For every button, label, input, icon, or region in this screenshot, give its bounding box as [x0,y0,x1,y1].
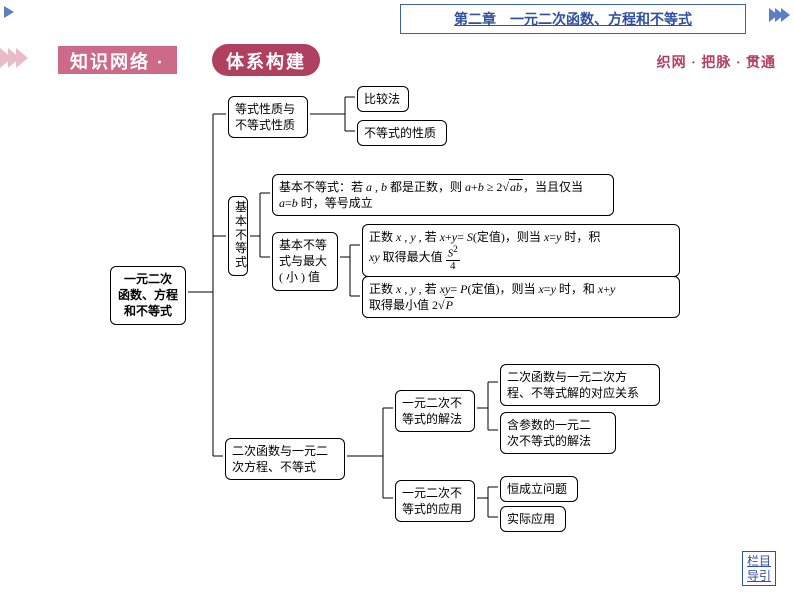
tree-node-n3b1: 恒成立问题 [500,476,578,502]
arrows-right-icon [772,8,790,27]
tree-node-n2b: 基本不等 式与最大 ( 小 ) 值 [272,232,338,291]
tree-node-n3a1: 二次函数与一元二次方 程、不等式解的对应关系 [500,364,660,406]
knowledge-tree-diagram: 一元二次 函数、方程 和不等式 等式性质与 不等式性质 比较法不等式的性质基 本 不… [0,80,794,550]
ribbon-header: 知识网络 · 体系构建 织网 · 把脉 · 贯通 [0,46,794,76]
ribbon-chevrons-icon [4,48,28,73]
ribbon-bar-text: 知识网络 · [58,46,177,74]
tree-node-n2: 基 本 不 等 式 [228,196,248,276]
tree-node-n1b: 不等式的性质 [357,120,447,146]
tree-node-n3a: 一元二次不 等式的解法 [395,390,475,432]
ribbon-right-text: 织网 · 把脉 · 贯通 [657,52,776,72]
tree-node-n1: 等式性质与 不等式性质 [228,96,308,138]
tree-node-n2a: 基本不等式：若 a , b 都是正数，则 a+b ≥ 2√ab，当且仅当a=b … [272,174,614,216]
ribbon-round-text: 体系构建 [212,44,320,76]
tree-node-root: 一元二次 函数、方程 和不等式 [110,266,186,325]
nav-index-button[interactable]: 栏目 导引 [742,551,776,586]
chapter-title[interactable]: 第二章 一元二次函数、方程和不等式 [400,4,746,34]
tree-node-n3: 二次函数与一元二 次方程、不等式 [225,438,345,480]
nav-line2: 导引 [747,569,771,583]
tree-node-n2b1: 正数 x , y , 若 x+y= S(定值)，则当 x=y 时，积xy 取得最… [362,224,680,277]
nav-line1: 栏目 [747,554,771,568]
tree-node-n1a: 比较法 [357,86,409,112]
tree-node-n2b2: 正数 x , y , 若 xy= P(定值)，则当 x=y 时，和 x+y取得最… [362,276,680,318]
tree-node-n3a2: 含参数的一元二 次不等式的解法 [500,412,616,454]
arrow-left-icon [4,6,14,18]
tree-node-n3b2: 实际应用 [500,506,566,532]
tree-node-n3b: 一元二次不 等式的应用 [395,480,475,522]
